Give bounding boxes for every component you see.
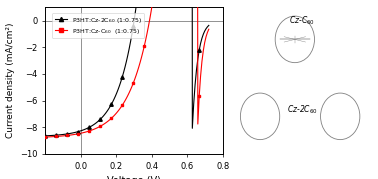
X-axis label: Voltage (V): Voltage (V)	[107, 176, 161, 179]
Text: Cz-2C$_{60}$: Cz-2C$_{60}$	[287, 104, 318, 116]
Legend: P3HT:Cz-2C$_{60}$ (1:0.75), P3HT:Cz-C$_{60}$  (1:0.75): P3HT:Cz-2C$_{60}$ (1:0.75), P3HT:Cz-C$_{…	[52, 13, 144, 38]
Text: Cz-C$_{60}$: Cz-C$_{60}$	[290, 14, 315, 27]
Y-axis label: Current density (mA/cm²): Current density (mA/cm²)	[6, 23, 15, 138]
